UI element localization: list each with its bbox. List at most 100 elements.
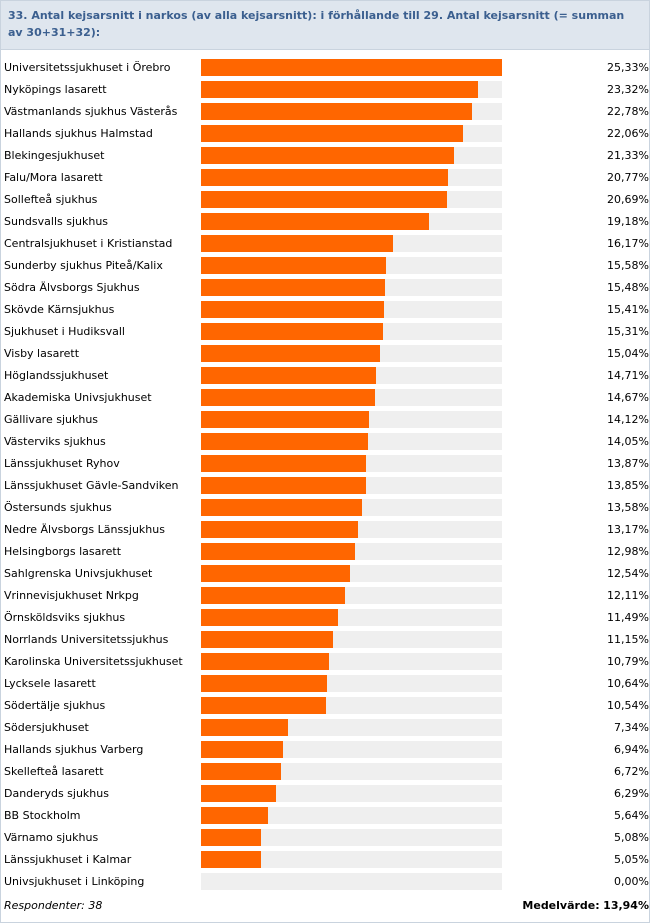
question-title: 33. Antal kejsarsnitt i narkos (av alla … [8,9,625,39]
category-label: Sollefteå sjukhus [4,193,98,206]
category-label: Örnsköldsviks sjukhus [4,611,126,624]
bar-row: Södertälje sjukhus 10,54% [1,695,649,717]
bar-row: Centralsjukhuset i Kristianstad 16,17% [1,233,649,255]
value-label: 5,05% [614,853,649,866]
bar-track [201,785,502,802]
bar-track [201,543,502,560]
bar [201,719,288,736]
bar-track [201,631,502,648]
bar-track [201,59,502,76]
bar-track [201,411,502,428]
bar [201,763,281,780]
category-label: Länssjukhuset Ryhov [4,457,120,470]
category-label: Hallands sjukhus Varberg [4,743,144,756]
bar-row: Gällivare sjukhus 14,12% [1,409,649,431]
category-label: Sahlgrenska Univsjukhuset [4,567,153,580]
bar-track [201,653,502,670]
category-label: Univsjukhuset i Linköping [4,875,145,888]
category-label: Sunderby sjukhus Piteå/Kalix [4,259,163,272]
value-label: 6,94% [614,743,649,756]
bar-row: Universitetssjukhuset i Örebro 25,33% [1,57,649,79]
bar [201,697,326,714]
bar [201,59,502,76]
bar-track [201,829,502,846]
bar [201,213,429,230]
value-label: 15,04% [607,347,649,360]
bar [201,389,375,406]
bar [201,301,384,318]
value-label: 11,15% [607,633,649,646]
bar-track [201,323,502,340]
bar [201,367,376,384]
bar [201,169,448,186]
value-label: 10,79% [607,655,649,668]
category-label: Blekingesjukhuset [4,149,105,162]
bar-row: Länssjukhuset Ryhov 13,87% [1,453,649,475]
bar-row: Falu/Mora lasarett 20,77% [1,167,649,189]
bar-row: Visby lasarett 15,04% [1,343,649,365]
bar-track [201,169,502,186]
bar-track [201,587,502,604]
bar-track [201,103,502,120]
value-label: 25,33% [607,61,649,74]
bar-row: Södra Älvsborgs Sjukhus 15,48% [1,277,649,299]
category-label: Västmanlands sjukhus Västerås [4,105,178,118]
category-label: Sjukhuset i Hudiksvall [4,325,125,338]
bar-row: Östersunds sjukhus 13,58% [1,497,649,519]
bar-track [201,851,502,868]
value-label: 11,49% [607,611,649,624]
bar-row: Blekingesjukhuset 21,33% [1,145,649,167]
bar [201,81,478,98]
mean-label: Medelvärde: [522,899,600,912]
bar [201,631,333,648]
value-label: 5,08% [614,831,649,844]
value-label: 7,34% [614,721,649,734]
bar-row: Karolinska Universitetssjukhuset 10,79% [1,651,649,673]
bar-row: Nyköpings lasarett 23,32% [1,79,649,101]
category-label: Karolinska Universitetssjukhuset [4,655,183,668]
bar [201,807,268,824]
bar [201,653,329,670]
category-label: Helsingborgs lasarett [4,545,122,558]
bar-track [201,477,502,494]
bar-row: Örnsköldsviks sjukhus 11,49% [1,607,649,629]
bar-track [201,389,502,406]
category-label: Skellefteå lasarett [4,765,104,778]
bar-track [201,433,502,450]
category-label: BB Stockholm [4,809,81,822]
value-label: 14,12% [607,413,649,426]
value-label: 21,33% [607,149,649,162]
bar-row: Akademiska Univsjukhuset 14,67% [1,387,649,409]
bar-track [201,455,502,472]
bar-track [201,367,502,384]
bar [201,565,350,582]
value-label: 13,58% [607,501,649,514]
value-label: 19,18% [607,215,649,228]
bar-track [201,191,502,208]
value-label: 23,32% [607,83,649,96]
category-label: Södra Älvsborgs Sjukhus [4,281,140,294]
bar-row: Södersjukhuset 7,34% [1,717,649,739]
bar-row: Värnamo sjukhus 5,08% [1,827,649,849]
bar-track [201,345,502,362]
bar-row: Sunderby sjukhus Piteå/Kalix 15,58% [1,255,649,277]
category-label: Nedre Älvsborgs Länssjukhus [4,523,165,536]
bar-track [201,125,502,142]
category-label: Centralsjukhuset i Kristianstad [4,237,173,250]
category-label: Lycksele lasarett [4,677,96,690]
bar-track [201,213,502,230]
bar [201,103,472,120]
category-label: Vrinnevisjukhuset Nrkpg [4,589,139,602]
bar-row: Skellefteå lasarett 6,72% [1,761,649,783]
bar-row: Helsingborgs lasarett 12,98% [1,541,649,563]
value-label: 15,41% [607,303,649,316]
bar [201,609,338,626]
bar-track [201,873,502,890]
bar [201,851,261,868]
category-label: Västerviks sjukhus [4,435,106,448]
bar-row: Hallands sjukhus Halmstad 22,06% [1,123,649,145]
bar-track [201,609,502,626]
value-label: 22,06% [607,127,649,140]
bar [201,323,383,340]
